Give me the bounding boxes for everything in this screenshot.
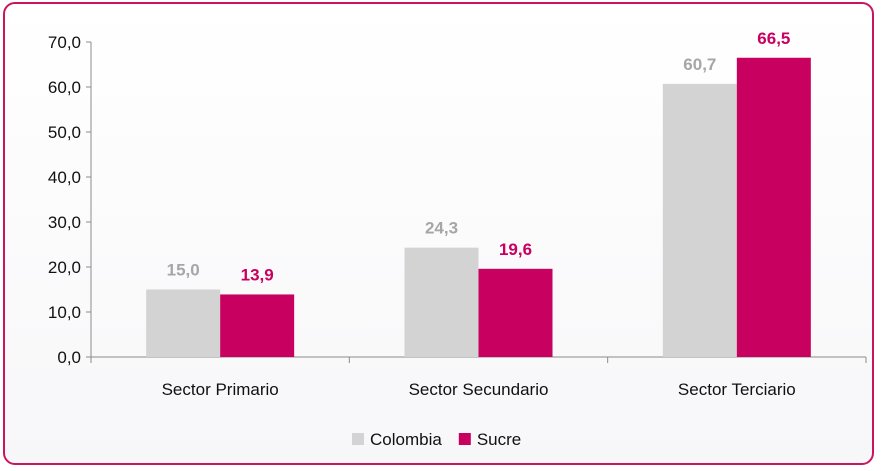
y-tick-label: 30,0 [48, 213, 81, 232]
bar-sucre-1 [478, 268, 553, 357]
data-label: 60,7 [683, 55, 716, 74]
data-label: 15,0 [167, 261, 200, 280]
category-label: Sector Secundario [409, 380, 549, 399]
y-tick-label: 70,0 [48, 33, 81, 52]
data-label: 24,3 [425, 219, 458, 238]
y-tick-label: 50,0 [48, 123, 81, 142]
y-tick-label: 60,0 [48, 78, 81, 97]
legend-label-sucre: Sucre [477, 430, 521, 449]
legend-swatch-sucre [458, 433, 471, 445]
legend-label-colombia: Colombia [370, 430, 442, 449]
data-label: 66,5 [757, 29, 790, 48]
category-label: Sector Terciario [678, 380, 796, 399]
legend-swatch-colombia [352, 433, 364, 445]
data-label: 13,9 [241, 265, 274, 284]
bar-sucre-0 [220, 294, 295, 357]
y-tick-label: 0,0 [57, 348, 81, 367]
bar-colombia-1 [404, 247, 479, 357]
bar-sucre-2 [736, 57, 811, 357]
category-label: Sector Primario [162, 380, 279, 399]
data-label: 19,6 [499, 240, 532, 259]
y-tick-label: 20,0 [48, 258, 81, 277]
y-tick-label: 10,0 [48, 303, 81, 322]
bar-colombia-2 [662, 83, 737, 357]
y-tick-label: 40,0 [48, 168, 81, 187]
bar-colombia-0 [146, 289, 221, 357]
